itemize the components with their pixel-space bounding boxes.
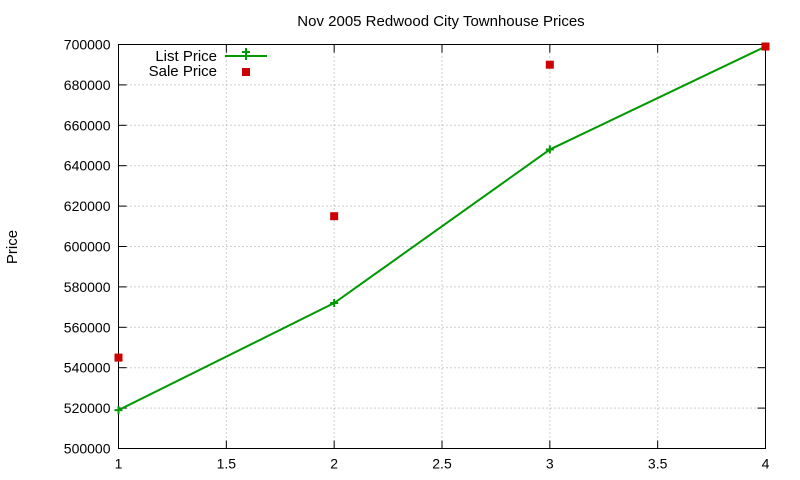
y-tick-label: 620000 xyxy=(64,198,111,214)
y-tick-label: 660000 xyxy=(64,117,111,133)
x-tick-label: 2 xyxy=(330,456,338,472)
y-tick-label: 600000 xyxy=(64,239,111,255)
axis-ticks: 500000 520000 540000 560000 580000 600000 6200… xyxy=(64,37,770,472)
y-axis-title: Price xyxy=(4,230,21,264)
y-tick-label: 640000 xyxy=(64,158,111,174)
grid xyxy=(118,44,766,449)
legend-label-list-price: List Price xyxy=(155,48,217,65)
sale-price-point xyxy=(761,42,770,51)
chart-title: Nov 2005 Redwood City Townhouse Prices xyxy=(297,13,584,30)
x-tick-label: 4 xyxy=(762,456,770,472)
list-price-point xyxy=(330,299,339,308)
series-line-list-price xyxy=(118,45,766,412)
y-tick-label: 700000 xyxy=(64,37,111,53)
y-tick-label: 520000 xyxy=(64,400,111,416)
legend-label-sale-price: Sale Price xyxy=(149,63,217,80)
legend: List Price Sale Price xyxy=(149,48,267,80)
x-tick-label: 1 xyxy=(115,456,123,472)
x-tick-label: 2.5 xyxy=(432,456,452,472)
legend-marker-list-price xyxy=(242,48,250,60)
x-tick-label: 1.5 xyxy=(217,456,237,472)
list-price-point xyxy=(114,406,123,415)
list-price-point xyxy=(545,145,554,154)
sale-price-point xyxy=(330,212,339,221)
sale-price-point xyxy=(545,60,554,69)
y-tick-label: 540000 xyxy=(64,360,111,376)
y-tick-label: 680000 xyxy=(64,77,111,93)
y-tick-label: 500000 xyxy=(64,441,111,457)
y-tick-label: 560000 xyxy=(64,319,111,335)
legend-marker-sale-price xyxy=(242,68,250,76)
x-tick-label: 3 xyxy=(546,456,554,472)
sale-price-point xyxy=(114,353,123,362)
x-tick-label: 3.5 xyxy=(648,456,668,472)
y-tick-label: 580000 xyxy=(64,279,111,295)
series-layer xyxy=(114,42,770,415)
